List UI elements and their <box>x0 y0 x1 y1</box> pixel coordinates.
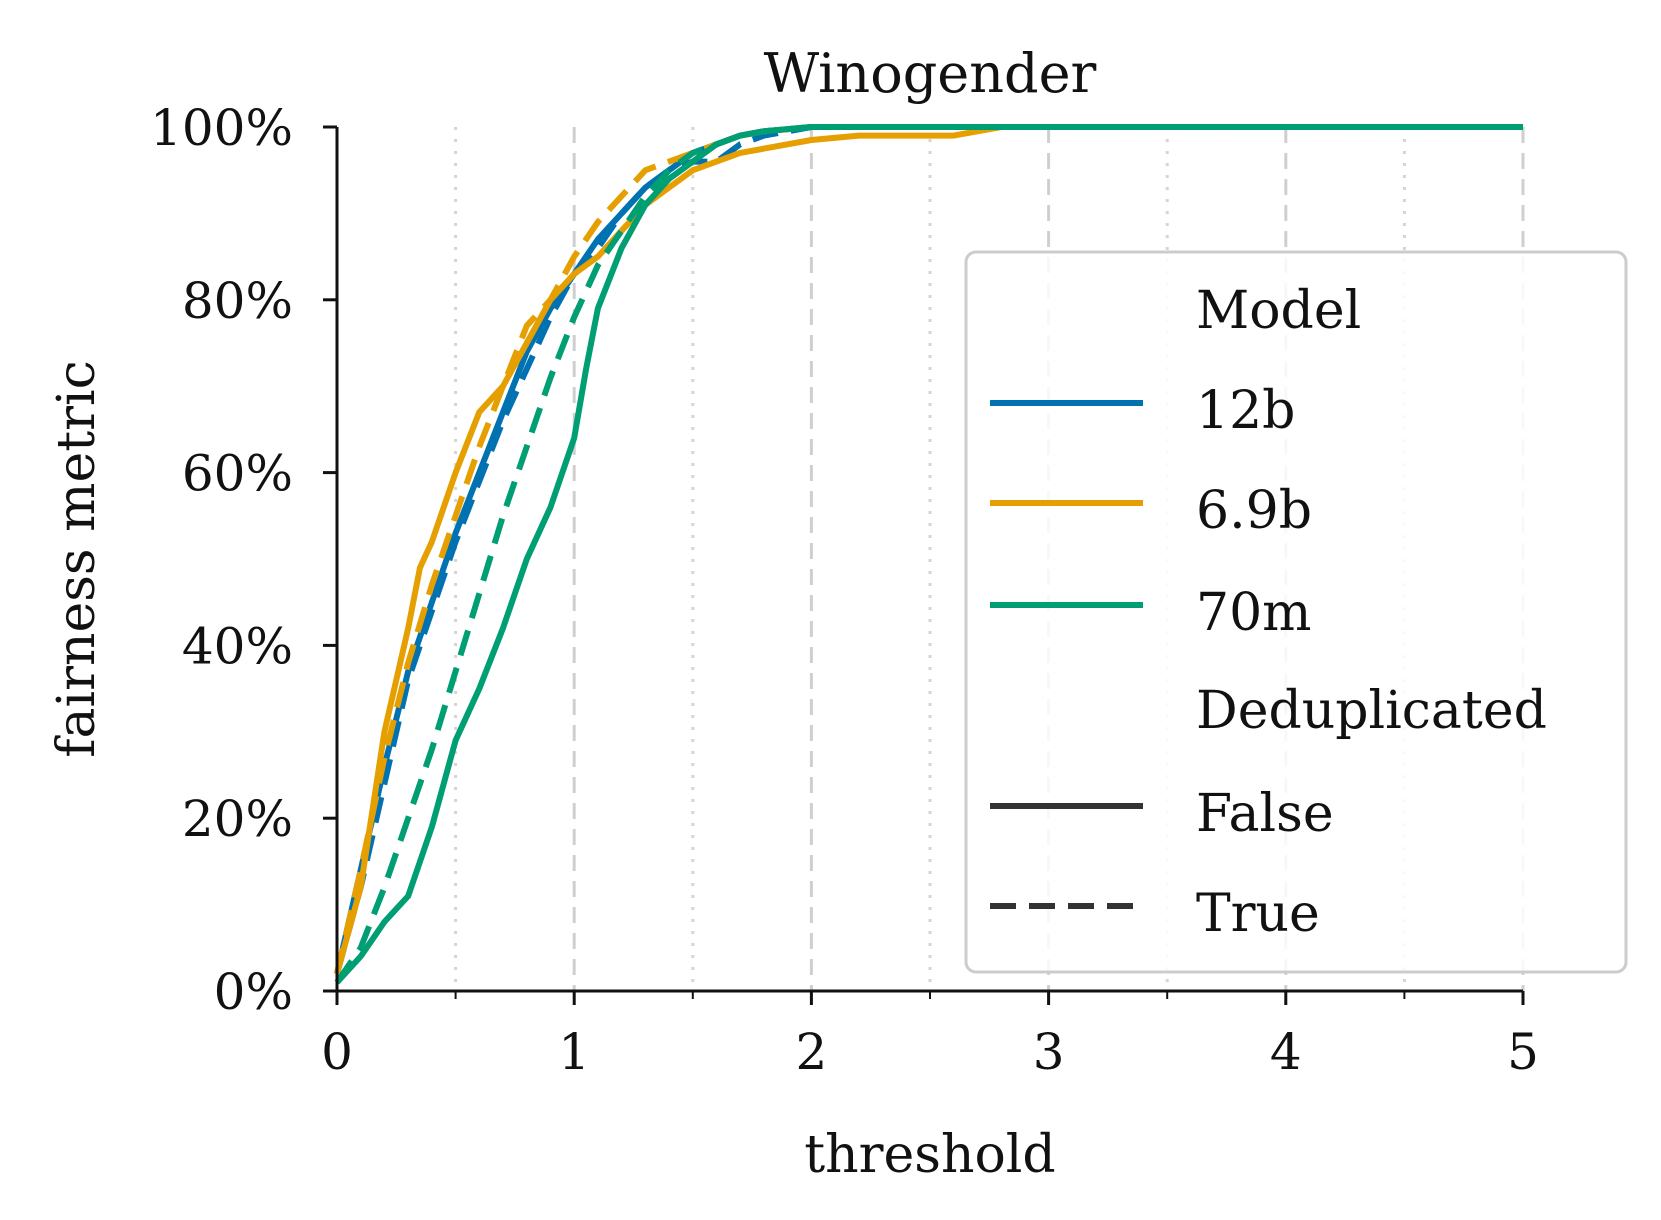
legend-label-true: True <box>1196 884 1320 944</box>
x-axis-label: threshold <box>804 1125 1055 1185</box>
legend: Model 12b 6.9b 70m Deduplicated False Tr… <box>964 250 1628 974</box>
legend-title-deduplicated: Deduplicated <box>1196 681 1547 741</box>
x-tick-label: 1 <box>558 1023 590 1081</box>
x-tick-label: 4 <box>1270 1023 1302 1081</box>
x-tick-label: 5 <box>1507 1023 1539 1081</box>
series-line-6-9b-dedup-false <box>334 124 1523 975</box>
chart-title: Winogender <box>764 42 1097 105</box>
series-layer <box>334 124 1523 985</box>
legend-title-model: Model <box>1196 281 1361 341</box>
y-tick-label: 100% <box>150 99 293 157</box>
legend-label-false: False <box>1196 784 1334 844</box>
legend-frame <box>964 250 1628 974</box>
series-line-70m-dedup-false <box>334 124 1523 985</box>
y-tick-label: 60% <box>182 445 293 503</box>
series-line-70m-dedup-true <box>334 124 1523 985</box>
legend-label-6-9b: 6.9b <box>1196 481 1312 541</box>
y-tick-label: 80% <box>182 272 293 330</box>
legend-label-70m: 70m <box>1196 583 1311 643</box>
y-tick-label: 40% <box>182 617 293 675</box>
series-line-12b-dedup-true <box>334 124 1523 975</box>
legend-label-12b: 12b <box>1196 381 1295 441</box>
y-axis-label: fairness metric <box>47 360 107 758</box>
x-tick-label: 0 <box>321 1023 353 1081</box>
y-tick-label: 0% <box>214 963 293 1021</box>
y-tick-label: 20% <box>182 790 293 848</box>
ticks: 0 1 2 3 4 5 0% 20% 40% 60% 80% 100% <box>150 99 1539 1081</box>
x-tick-label: 2 <box>795 1023 827 1081</box>
x-tick-label: 3 <box>1033 1023 1065 1081</box>
